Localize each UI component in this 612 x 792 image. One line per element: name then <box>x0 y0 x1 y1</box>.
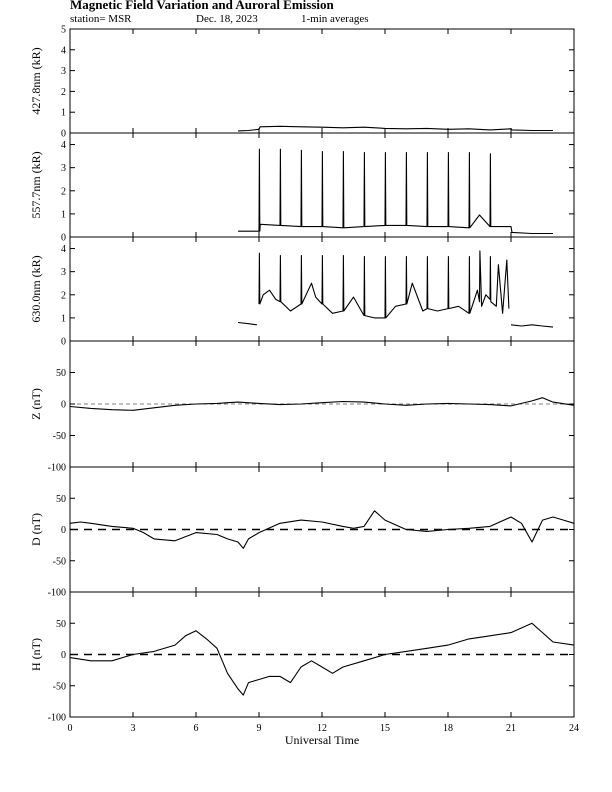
y-tick-label: 5 <box>61 25 66 36</box>
y-tick-label: 3 <box>61 66 66 77</box>
y-tick-label: -50 <box>53 556 66 567</box>
series-line <box>69 622 575 696</box>
y-tick-label: 0 <box>61 650 66 661</box>
panel-pH: -100 -50 0 50 H (nT) <box>29 591 575 724</box>
y-tick-label: 50 <box>56 494 66 505</box>
x-tick-label: 12 <box>317 723 327 734</box>
panel-p5577: 0 1 2 3 4 557.7nm (kR) <box>29 132 575 244</box>
y-axis-label: D (nT) <box>29 513 43 546</box>
date-label: Dec. 18, 2023 <box>196 13 258 25</box>
chart-title: Magnetic Field Variation and Auroral Emi… <box>70 0 334 12</box>
y-tick-label: -100 <box>48 463 66 474</box>
y-tick-label: 2 <box>61 186 66 197</box>
y-tick-label: 0 <box>61 400 66 411</box>
x-axis-label: Universal Time <box>285 733 359 747</box>
y-tick-label: 4 <box>61 244 66 255</box>
y-tick-label: 3 <box>61 163 66 174</box>
panel-pD: -100 -50 0 50 D (nT) <box>29 466 575 599</box>
series-line <box>238 148 553 235</box>
y-tick-label: -50 <box>53 431 66 442</box>
x-tick-label: 0 <box>68 723 73 734</box>
panel-p4278: 0 1 2 3 4 5 427.8nm (kR) <box>29 25 575 140</box>
y-axis-label: 557.7nm (kR) <box>29 151 43 218</box>
y-tick-label: 4 <box>61 45 66 56</box>
x-tick-label: 6 <box>194 723 199 734</box>
y-tick-label: 0 <box>61 337 66 348</box>
x-tick-label: 21 <box>506 723 516 734</box>
x-tick-label: 18 <box>443 723 453 734</box>
y-tick-label: 0 <box>61 129 66 140</box>
y-tick-label: 0 <box>61 525 66 536</box>
y-tick-label: -100 <box>48 588 66 599</box>
panel-pZ: -100 -50 0 50 Z (nT) <box>29 340 575 474</box>
panel-p6300: 0 1 2 3 4 630.0nm (kR) <box>29 236 575 348</box>
x-tick-label: 24 <box>569 723 579 734</box>
y-tick-label: 1 <box>61 313 66 324</box>
series-line <box>510 324 554 328</box>
y-tick-label: 2 <box>61 87 66 98</box>
series-line <box>69 397 575 411</box>
y-axis-label: Z (nT) <box>29 388 43 420</box>
y-tick-label: -50 <box>53 681 66 692</box>
y-tick-label: 2 <box>61 290 66 301</box>
x-tick-label: 15 <box>380 723 390 734</box>
x-tick-label: 3 <box>131 723 136 734</box>
averaging-label: 1-min averages <box>301 13 369 25</box>
y-tick-label: 0 <box>61 233 66 244</box>
y-axis-label: H (nT) <box>29 638 43 671</box>
y-tick-label: 50 <box>56 368 66 379</box>
series-line <box>237 321 257 326</box>
y-tick-label: -100 <box>48 713 66 724</box>
panel-frame <box>69 28 575 134</box>
y-tick-label: 1 <box>61 209 66 220</box>
y-axis-label: 630.0nm (kR) <box>29 255 43 322</box>
y-tick-label: 3 <box>61 267 66 278</box>
series-line <box>237 125 553 132</box>
y-tick-label: 4 <box>61 140 66 151</box>
series-line <box>258 250 510 319</box>
y-axis-label: 427.8nm (kR) <box>29 47 43 114</box>
x-tick-label: 9 <box>257 723 262 734</box>
y-tick-label: 50 <box>56 619 66 630</box>
y-tick-label: 1 <box>61 108 66 119</box>
station-label: station= MSR <box>70 13 132 25</box>
series-line <box>69 510 575 549</box>
